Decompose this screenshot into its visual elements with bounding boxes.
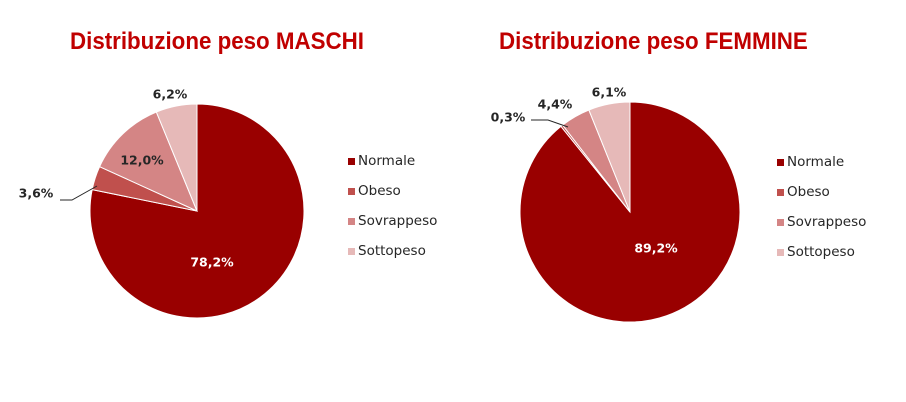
legend-swatch [777, 158, 784, 166]
pie-slice-sottopeso [155, 103, 198, 212]
legend-swatch [348, 217, 355, 225]
legend-item-normale: Normale [777, 147, 866, 177]
legend-label: Normale [358, 153, 416, 169]
legend-swatch [348, 187, 355, 195]
legend-label: Sovrappeso [787, 214, 867, 230]
legend-swatch [777, 248, 784, 256]
chart-title-maschi: Distribuzione peso MASCHI [70, 28, 364, 55]
data-label-obeso: 0,3% [491, 110, 526, 125]
legend-item-obeso: Obeso [348, 176, 437, 206]
legend-item-sovrappeso: Sovrappeso [348, 206, 437, 236]
legend-label: Sovrappeso [358, 213, 438, 229]
legend-label: Obeso [787, 184, 830, 200]
leader-line-obeso [60, 185, 98, 201]
legend-label: Normale [787, 154, 845, 170]
legend-swatch [777, 218, 784, 226]
data-label-sovrappeso: 4,4% [538, 97, 573, 112]
data-label-sottopeso: 6,2% [153, 87, 188, 102]
data-label-sovrappeso: 12,0% [120, 153, 164, 168]
pie-slice-sovrappeso [98, 111, 198, 212]
pie-slice-sottopeso [588, 101, 631, 213]
legend-swatch [348, 247, 355, 255]
legend-swatch [348, 157, 355, 165]
data-label-obeso: 3,6% [19, 186, 54, 201]
legend-label: Obeso [358, 183, 401, 199]
legend-item-sottopeso: Sottopeso [777, 237, 866, 267]
legend-maschi: Normale Obeso Sovrappeso Sottopeso [348, 146, 437, 266]
data-label-sottopeso: 6,1% [592, 85, 627, 100]
legend-femmine: Normale Obeso Sovrappeso Sottopeso [777, 147, 866, 267]
legend-item-sottopeso: Sottopeso [348, 236, 437, 266]
legend-item-obeso: Obeso [777, 177, 866, 207]
data-label-normale: 78,2% [190, 255, 234, 270]
legend-label: Sottopeso [358, 243, 426, 259]
legend-item-normale: Normale [348, 146, 437, 176]
legend-item-sovrappeso: Sovrappeso [777, 207, 866, 237]
chart-title-femmine: Distribuzione peso FEMMINE [499, 28, 808, 55]
legend-swatch [777, 188, 784, 196]
leader-line-obeso [531, 119, 569, 128]
legend-label: Sottopeso [787, 244, 855, 260]
data-label-normale: 89,2% [634, 241, 678, 256]
